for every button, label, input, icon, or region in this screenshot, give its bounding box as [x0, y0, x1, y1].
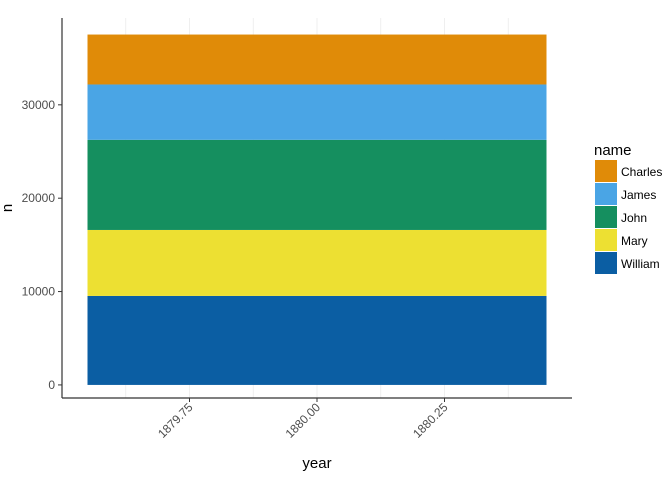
y-tick-label: 20000 [22, 191, 56, 205]
legend-key-william [595, 252, 617, 274]
legend-key-john [595, 206, 617, 228]
bar-william [87, 295, 547, 385]
y-tick-label: 10000 [22, 285, 56, 299]
x-tick-label: 1880.00 [283, 400, 324, 441]
legend-key-charles [595, 160, 617, 182]
bar-mary [87, 229, 547, 296]
y-ticks: 0 10000 20000 30000 [22, 98, 62, 392]
legend-label-charles: Charles [621, 165, 662, 179]
legend-label-james: James [621, 188, 656, 202]
x-axis-title: year [302, 455, 331, 472]
legend-label-william: William [621, 257, 660, 271]
legend-label-john: John [621, 211, 647, 225]
bar-stack [87, 34, 547, 385]
legend-key-mary [595, 229, 617, 251]
y-tick-label: 0 [48, 378, 55, 392]
bar-charles [87, 34, 547, 85]
legend-title: name [594, 142, 632, 159]
y-axis-title: n [0, 204, 16, 212]
legend-label-mary: Mary [621, 234, 648, 248]
x-tick-label: 1879.75 [155, 400, 196, 441]
legend: name Charles James John Mary William [594, 142, 662, 274]
x-ticks: 1879.75 1880.00 1880.25 [155, 398, 451, 441]
bar-james [87, 84, 547, 140]
bar-john [87, 139, 547, 230]
x-tick-label: 1880.25 [410, 400, 451, 441]
y-tick-label: 30000 [22, 98, 56, 112]
legend-key-james [595, 183, 617, 205]
